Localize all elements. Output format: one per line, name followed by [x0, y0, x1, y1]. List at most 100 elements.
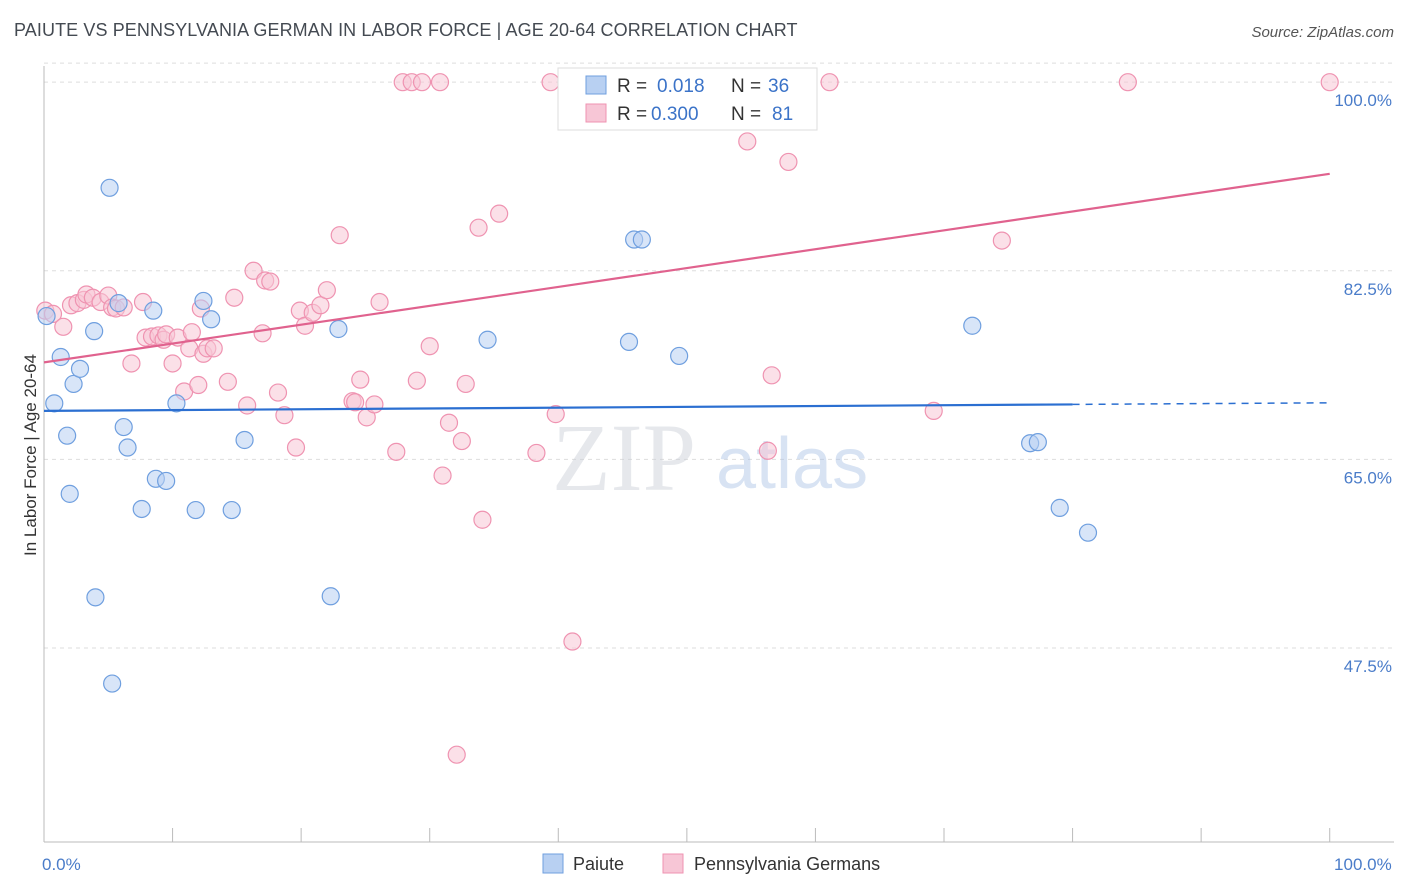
paiute-point	[1050, 498, 1069, 517]
paiute-point	[103, 674, 122, 693]
penn-point	[261, 272, 280, 291]
paiute-trend-line	[43, 403, 1073, 412]
y-tick-label: 65.0%	[1344, 468, 1392, 487]
penn-point	[365, 395, 384, 414]
source-label: Source: ZipAtlas.com	[1251, 24, 1394, 41]
paiute-point	[70, 359, 90, 378]
penn-point	[452, 431, 471, 451]
penn-point	[189, 375, 208, 395]
paiute-point	[186, 500, 205, 520]
penn-point	[204, 339, 223, 358]
penn-point	[253, 324, 272, 343]
bottom-legend-penn: Pennsylvania Germans	[694, 854, 880, 874]
paiute-point	[58, 426, 77, 445]
y-tick-label: 100.0%	[1334, 91, 1392, 110]
paiute-point	[45, 394, 64, 413]
penn-point	[412, 73, 432, 92]
penn-point	[225, 288, 244, 307]
paiute-point	[167, 394, 186, 413]
legend-r-value: 0.018	[657, 76, 705, 97]
paiute-trend-extension	[1072, 402, 1330, 406]
penn-point	[738, 132, 757, 151]
axes	[43, 66, 1394, 843]
paiute-point	[37, 306, 56, 326]
paiute-point	[100, 178, 119, 197]
bottom-legend-swatch-penn	[662, 853, 684, 874]
legend-n-label: N =	[731, 76, 761, 97]
paiute-point	[329, 319, 348, 339]
penn-point	[762, 366, 781, 385]
penn-point	[311, 296, 330, 315]
penn-point	[387, 442, 406, 461]
y-axis-label: In Labor Force | Age 20-64	[21, 354, 40, 556]
paiute-point	[86, 588, 105, 607]
legend-r-value: 0.300	[651, 104, 699, 125]
paiute-point	[222, 500, 241, 520]
paiute-point	[144, 301, 163, 320]
legend-n-label: N =	[731, 104, 761, 125]
penn-point	[439, 413, 459, 432]
penn-point	[163, 354, 182, 373]
penn-point	[430, 73, 450, 92]
penn-point	[527, 443, 546, 463]
penn-point	[779, 152, 798, 172]
legend-n-value: 81	[772, 104, 793, 125]
paiute-point	[132, 499, 151, 519]
paiute-point	[670, 346, 689, 366]
penn-point	[420, 337, 439, 356]
penn-point	[490, 204, 509, 223]
penn-point	[820, 73, 839, 92]
paiute-point	[478, 330, 497, 349]
legend-swatch-paiute	[585, 75, 607, 95]
legend-n-value: 36	[768, 76, 789, 97]
y-tick-label: 47.5%	[1344, 657, 1392, 676]
x-tick-label: 0.0%	[42, 855, 81, 874]
gridlines	[44, 62, 1394, 649]
trend-lines	[43, 172, 1330, 412]
paiute-point	[194, 291, 213, 311]
bottom-legend-paiute: Paiute	[573, 854, 624, 874]
paiute-point	[235, 430, 254, 450]
penn-point	[541, 73, 560, 92]
tick-labels: 100.0% 82.5% 65.0% 47.5% 0.0% 100.0%	[42, 91, 1392, 874]
paiute-point	[114, 417, 133, 437]
watermark-zip: ZIP	[552, 404, 696, 511]
penn-point	[1320, 73, 1339, 92]
paiute-point	[85, 322, 104, 341]
legend-swatch-penn	[585, 103, 607, 123]
penn-point	[182, 323, 201, 342]
penn-point	[992, 231, 1011, 250]
paiute-point	[321, 587, 340, 606]
penn-point	[275, 406, 294, 425]
x-tick-label: 100.0%	[1334, 855, 1392, 874]
penn-point	[469, 218, 488, 237]
paiute-point	[157, 471, 176, 491]
paiute-point	[64, 374, 83, 394]
paiute-point	[1078, 523, 1098, 542]
penn-point	[54, 317, 73, 336]
penn-point	[456, 374, 475, 394]
paiute-point	[963, 316, 982, 335]
y-tick-label: 82.5%	[1344, 280, 1392, 299]
paiute-point	[1028, 433, 1047, 452]
penn-point	[433, 466, 452, 485]
penn-point	[370, 292, 389, 312]
penn-point	[351, 370, 370, 389]
legend: R = 0.018 N = 36 R = 0.300 N = 81	[557, 67, 818, 131]
penn-point	[317, 281, 336, 300]
penn-point	[218, 372, 237, 391]
paiute-point	[202, 310, 221, 329]
chart-title: PAIUTE VS PENNSYLVANIA GERMAN IN LABOR F…	[14, 20, 798, 40]
penn-point	[447, 745, 466, 764]
paiute-point	[632, 230, 651, 249]
penn-trend-line	[43, 172, 1330, 364]
paiute-point	[51, 347, 70, 367]
paiute-point	[60, 484, 79, 503]
penn-point	[330, 226, 349, 245]
legend-r-label: R =	[617, 104, 647, 125]
penn-point	[238, 396, 257, 415]
penn-point	[473, 510, 492, 529]
watermark: ZIP atlas	[552, 404, 868, 511]
penn-point	[758, 441, 777, 460]
